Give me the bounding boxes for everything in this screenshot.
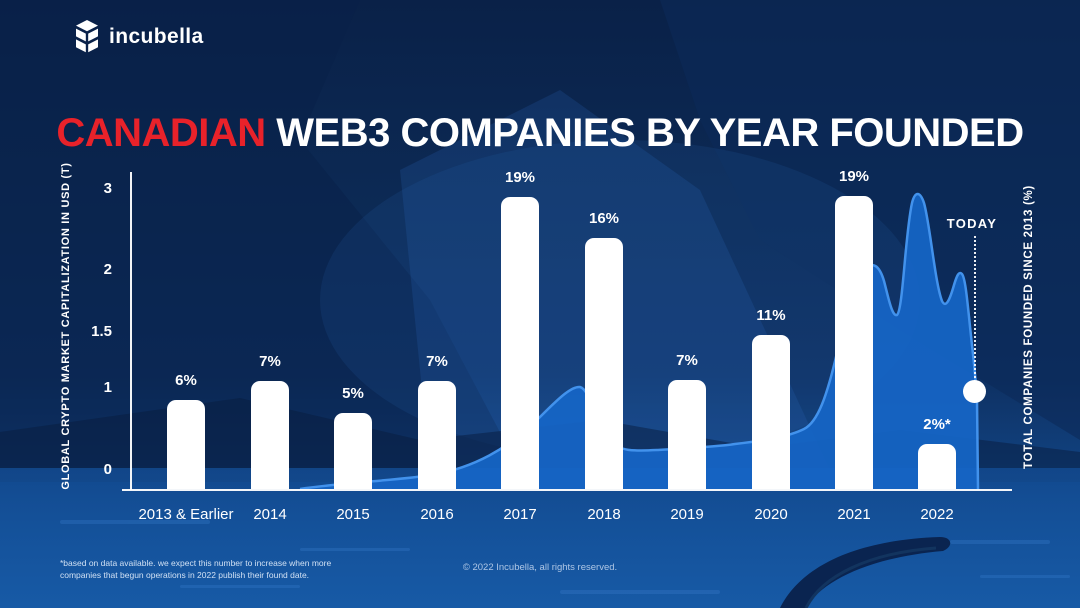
bar-value-label: 7% xyxy=(426,353,448,370)
today-dot-marker xyxy=(963,380,986,403)
x-label-2016: 2016 xyxy=(420,506,454,523)
bar-2013-earlier xyxy=(167,400,205,489)
water-streaks xyxy=(60,520,1070,594)
bar-value-label: 7% xyxy=(259,353,281,370)
ytick-0: 0 xyxy=(103,461,112,478)
x-label-2014: 2014 xyxy=(253,506,287,523)
footnote: *based on data available. we expect this… xyxy=(60,558,400,582)
bar-2019 xyxy=(668,380,706,489)
page-title: CANADIAN WEB3 COMPANIES BY YEAR FOUNDED xyxy=(0,111,1080,156)
x-label-2017: 2017 xyxy=(503,506,537,523)
area-fill xyxy=(300,194,978,489)
x-label-2018: 2018 xyxy=(587,506,621,523)
bar-2017 xyxy=(501,197,539,489)
today-dotted-line xyxy=(974,236,976,378)
ytick-3: 3 xyxy=(103,180,112,197)
bar-2020 xyxy=(752,335,790,489)
x-label-2022: 2022 xyxy=(920,506,954,523)
right-axis-label: TOTAL COMPANIES FOUNDED SINCE 2013 (%) xyxy=(1023,185,1035,469)
bar-2021 xyxy=(835,196,873,489)
lake-water xyxy=(0,468,1080,608)
bar-value-label: 2%* xyxy=(923,416,951,433)
copyright-text: © 2022 Incubella, all rights reserved. xyxy=(462,562,618,573)
ytick-1: 1 xyxy=(103,379,112,396)
title-rest: WEB3 COMPANIES BY YEAR FOUNDED xyxy=(265,110,1024,155)
y-axis-line xyxy=(130,172,132,490)
bar-2016 xyxy=(418,381,456,489)
bar-2022 xyxy=(918,444,956,489)
bar-value-label: 19% xyxy=(504,169,536,186)
x-label-2015: 2015 xyxy=(336,506,370,523)
title-highlight: CANADIAN xyxy=(56,110,266,155)
footnote-line-1: *based on data available. we expect this… xyxy=(60,558,332,568)
x-label-2020: 2020 xyxy=(754,506,788,523)
today-label: TODAY xyxy=(946,216,998,231)
bar-2015 xyxy=(334,413,372,489)
bar-value-label: 19% xyxy=(838,168,870,185)
bar-value-label: 11% xyxy=(756,307,786,324)
x-label-2019: 2019 xyxy=(670,506,704,523)
bar-value-label: 6% xyxy=(175,372,197,389)
bar-2018 xyxy=(585,238,623,489)
footnote-line-2: companies that begun operations in 2022 … xyxy=(60,569,310,580)
brand-logo: incubella xyxy=(74,20,204,53)
bar-value-label: 7% xyxy=(676,352,698,369)
canoe-silhouette xyxy=(780,537,951,608)
bar-2014 xyxy=(251,381,289,489)
left-axis-label: GLOBAL CRYPTO MARKET CAPITALIZATION IN U… xyxy=(60,162,72,490)
x-label-2013-earlier: 2013 & Earlier xyxy=(138,506,234,523)
x-label-2021: 2021 xyxy=(837,506,871,523)
bar-value-label: 5% xyxy=(342,385,364,402)
incubella-cube-icon xyxy=(76,20,98,53)
bar-value-label: 16% xyxy=(588,210,620,227)
ytick-1-5: 1.5 xyxy=(91,323,112,340)
brand-name: incubella xyxy=(109,24,204,48)
x-axis-line xyxy=(122,489,1012,491)
ytick-2: 2 xyxy=(103,261,112,278)
